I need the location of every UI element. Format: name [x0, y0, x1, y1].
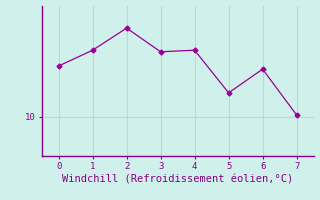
X-axis label: Windchill (Refroidissement éolien,°C): Windchill (Refroidissement éolien,°C) — [62, 175, 293, 185]
